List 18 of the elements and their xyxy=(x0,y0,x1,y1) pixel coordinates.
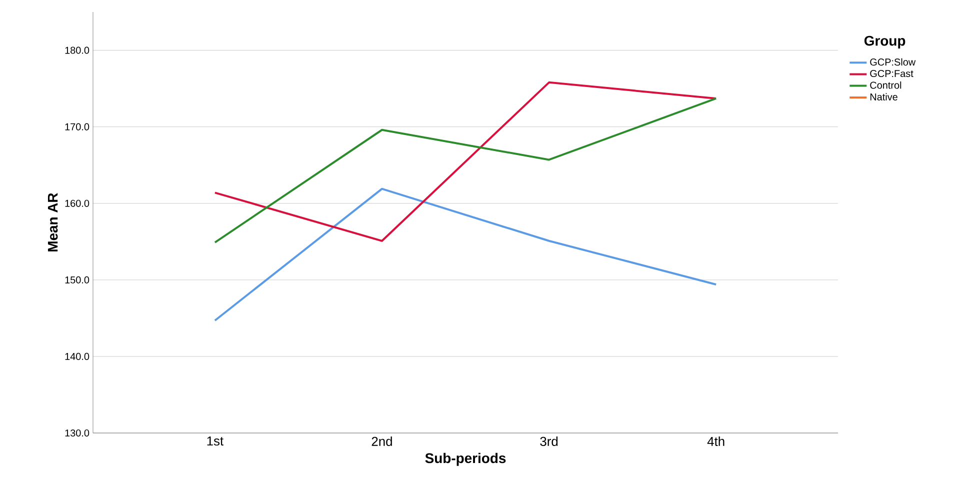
y-tick-label: 180.0 xyxy=(65,46,90,54)
x-tick-label: 1st xyxy=(207,436,224,446)
x-tick-label: 2nd xyxy=(372,436,392,446)
x-tick-label: 4th xyxy=(707,436,724,446)
legend-title: Group xyxy=(864,36,906,48)
y-tick-label: 130.0 xyxy=(65,429,90,437)
y-tick-label: 170.0 xyxy=(65,123,90,130)
y-tick-label: 140.0 xyxy=(65,352,90,360)
legend-label: GCP:Slow xyxy=(870,58,916,66)
x-axis-title: Sub-periods xyxy=(425,452,506,466)
y-axis-title: Mean AR xyxy=(48,192,58,252)
legend-label: Control xyxy=(870,81,902,89)
legend-label: Native xyxy=(870,93,898,100)
y-tick-label: 160.0 xyxy=(65,200,90,207)
x-tick-label: 3rd xyxy=(540,436,558,446)
legend-label: GCP:Fast xyxy=(870,70,914,78)
line-series xyxy=(214,188,718,322)
y-tick-label: 150.0 xyxy=(65,276,90,284)
